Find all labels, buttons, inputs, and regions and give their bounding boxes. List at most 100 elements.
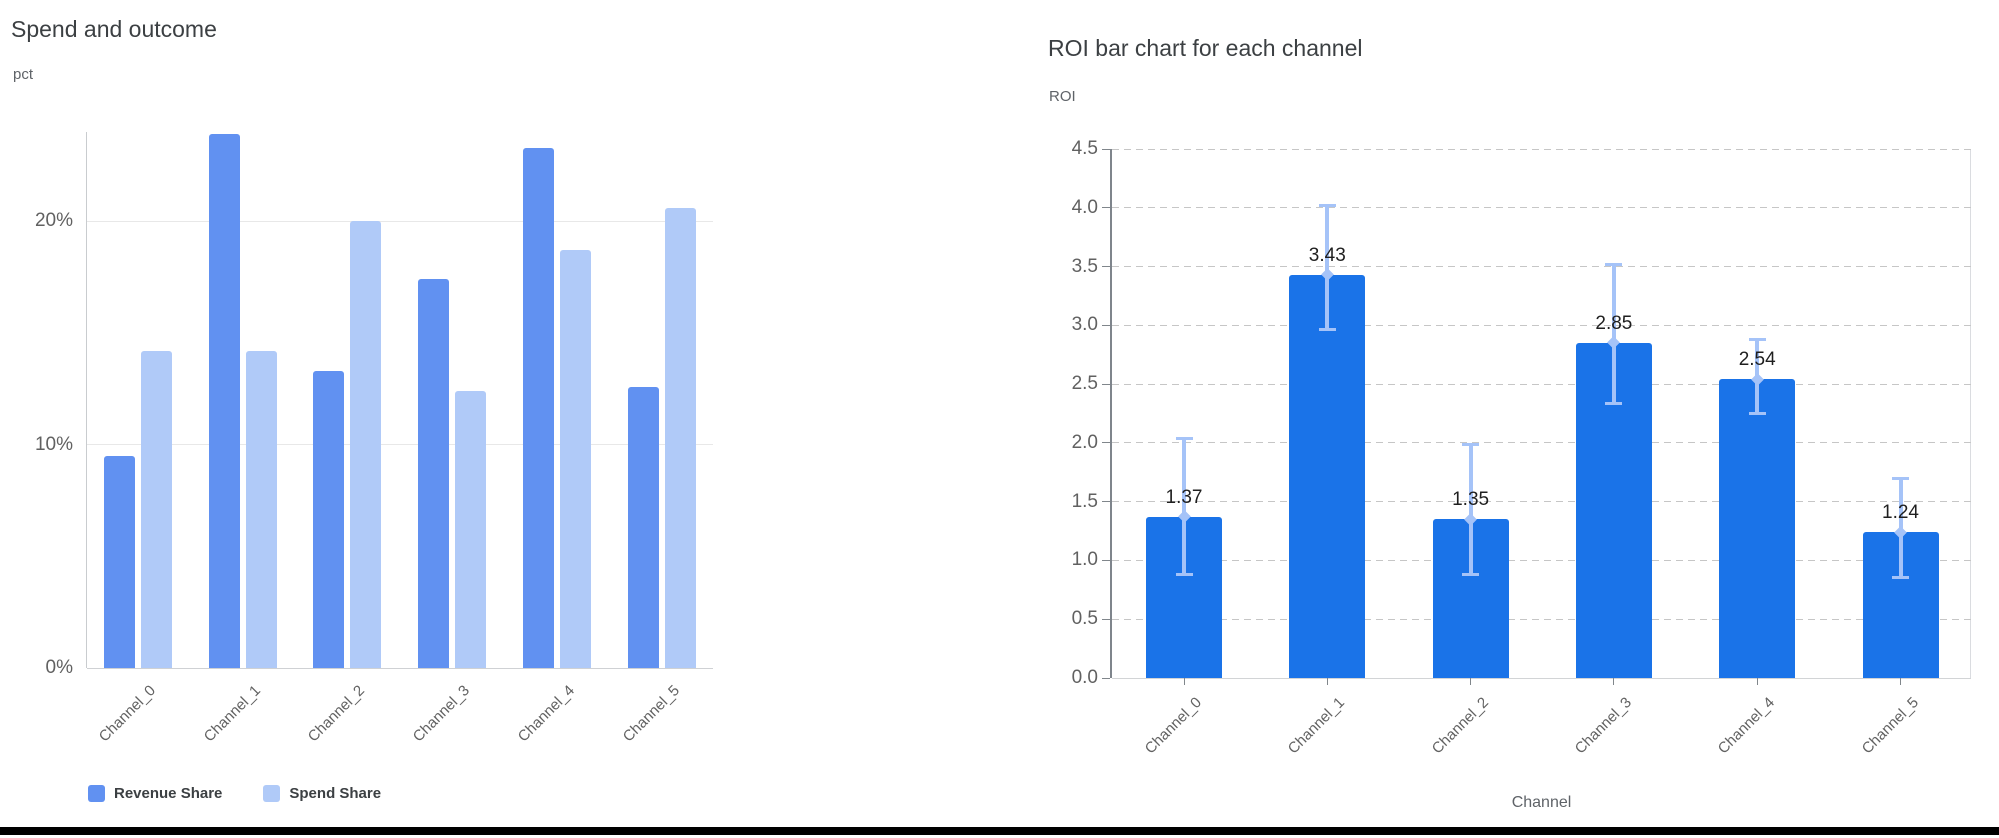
gridline-2-5 (1112, 383, 1971, 385)
gridline-3-5 (1112, 266, 1971, 268)
bar-revenue-share-channel-3[interactable] (418, 279, 450, 668)
y-tick-mark-2-5 (1102, 383, 1110, 385)
bar-value-label-channel-3: 2.85 (1595, 312, 1633, 334)
y-tick-label-4-5: 4.5 (1071, 138, 1098, 159)
bar-spend-share-channel-5[interactable] (664, 207, 696, 668)
bar-spend-share-channel-3[interactable] (455, 391, 487, 668)
y-tick-label-1-0: 1.0 (1071, 549, 1098, 571)
bar-value-label-channel-0: 1.37 (1165, 486, 1203, 508)
right-y-axis-unit-label: ROI (1049, 88, 1076, 105)
error-bar-stem-channel-1 (1325, 205, 1330, 331)
x-tick-label-channel-0: Channel_0 (1141, 694, 1206, 758)
gridline-0- (87, 667, 713, 669)
y-tick-label-0-: 0% (45, 657, 73, 678)
left-chart-title: Spend and outcome (11, 16, 217, 42)
legend-label-revenue-share: Revenue Share (114, 785, 223, 802)
x-tick-label-channel-2: Channel_2 (1428, 694, 1492, 758)
bar-spend-share-channel-0[interactable] (141, 350, 172, 668)
error-bar-cap-top-channel-0 (1175, 437, 1193, 441)
bar-revenue-share-channel-0[interactable] (104, 455, 135, 668)
error-bar-cap-bottom-channel-1 (1318, 328, 1336, 332)
x-tick-label-channel-0: Channel_0 (95, 682, 160, 746)
bar-spend-share-channel-2[interactable] (350, 221, 382, 668)
gridline-20- (87, 220, 713, 222)
roi-bar-channel-1[interactable] (1289, 274, 1366, 678)
plot-border-right (1970, 149, 1971, 678)
error-bar-cap-top-channel-5 (1892, 477, 1909, 481)
gridline-2-0 (1112, 442, 1971, 444)
error-bar-cap-top-channel-4 (1748, 338, 1766, 342)
y-tick-label-3-0: 3.0 (1071, 314, 1098, 336)
y-tick-mark-1-5 (1102, 501, 1110, 503)
bar-value-label-channel-4: 2.54 (1738, 349, 1776, 371)
bar-value-label-channel-1: 3.43 (1308, 244, 1346, 266)
roi-bar-channel-4[interactable] (1719, 379, 1796, 678)
error-bar-cap-top-channel-1 (1318, 204, 1336, 208)
gridline-10- (87, 444, 713, 446)
right-chart-plot-area: 0.0 0.5 1.0 1.5 2.0 2.5 3.0 3.5 4.0 4.5 1.37 Channe… (1072, 138, 1971, 757)
y-tick-label-0-0: 0.0 (1071, 667, 1098, 688)
left-y-axis-unit-label: pct (13, 66, 34, 83)
bottom-border-bar (0, 827, 1999, 835)
error-bar-stem-channel-3 (1611, 264, 1616, 405)
x-tick-mark-channel-0 (1183, 678, 1185, 685)
baseline (1112, 677, 1971, 679)
bar-revenue-share-channel-2[interactable] (313, 370, 345, 668)
bar-spend-share-channel-1[interactable] (245, 350, 277, 668)
x-tick-label-channel-3: Channel_3 (409, 682, 474, 746)
y-tick-mark-4-0 (1102, 207, 1110, 209)
error-bar-stem-channel-2 (1468, 444, 1473, 575)
bar-value-label-channel-5: 1.24 (1882, 502, 1919, 524)
bar-spend-share-channel-4[interactable] (559, 250, 591, 668)
gridline-4-0 (1112, 207, 1971, 209)
y-tick-label-10-: 10% (34, 433, 73, 455)
y-tick-label-4-0: 4.0 (1071, 196, 1098, 218)
error-bar-cap-bottom-channel-2 (1462, 572, 1480, 576)
y-tick-label-0-5: 0.5 (1071, 608, 1098, 630)
y-tick-label-2-5: 2.5 (1071, 373, 1098, 395)
gridline-3-0 (1112, 324, 1971, 326)
x-tick-mark-channel-3 (1613, 678, 1615, 685)
x-tick-label-channel-4: Channel_4 (1714, 694, 1779, 758)
bar-revenue-share-channel-4[interactable] (522, 147, 554, 668)
right-chart-title: ROI bar chart for each channel (1048, 35, 1363, 61)
x-tick-mark-channel-2 (1470, 678, 1472, 685)
y-tick-mark-2-0 (1102, 442, 1110, 444)
x-tick-mark-channel-1 (1326, 678, 1328, 685)
left-y-axis-line (86, 132, 87, 668)
bar-revenue-share-channel-1[interactable] (208, 134, 240, 668)
x-tick-label-channel-4: Channel_4 (514, 682, 578, 746)
y-tick-mark-0-0 (1102, 677, 1110, 679)
x-tick-label-channel-1: Channel_1 (200, 682, 264, 746)
y-tick-label-20-: 20% (34, 210, 73, 232)
y-tick-mark-0-5 (1102, 618, 1110, 620)
x-tick-mark-channel-5 (1900, 678, 1901, 685)
bar-revenue-share-channel-5[interactable] (627, 386, 659, 668)
error-bar-cap-bottom-channel-5 (1892, 576, 1909, 580)
y-tick-mark-3-5 (1102, 266, 1110, 268)
y-tick-mark-4-5 (1102, 148, 1110, 150)
legend-item-spend-share[interactable]: Spend Share (263, 785, 381, 802)
y-tick-mark-3-0 (1102, 324, 1110, 326)
error-bar-cap-top-channel-3 (1605, 263, 1623, 267)
left-chart-plot-area: 0% 10% 20% Channel_0 Channel_1 Channel_2 Chann… (35, 132, 713, 745)
legend-label-spend-share: Spend Share (289, 785, 382, 802)
legend-swatch-revenue-share (88, 785, 105, 802)
x-tick-label-channel-3: Channel_3 (1571, 694, 1635, 758)
left-chart-legend: Revenue Share Spend Share (88, 785, 381, 802)
gridline-1-5 (1112, 501, 1971, 503)
x-tick-label-channel-1: Channel_1 (1284, 694, 1349, 758)
y-tick-label-1-5: 1.5 (1071, 490, 1098, 512)
gridline-1-0 (1112, 559, 1971, 561)
gridline-0-5 (1112, 618, 1971, 620)
x-tick-label-channel-2: Channel_2 (305, 682, 369, 746)
legend-swatch-spend-share (263, 785, 281, 802)
x-tick-label-channel-5: Channel_5 (619, 682, 683, 746)
legend-item-revenue-share[interactable]: Revenue Share (88, 785, 222, 802)
right-x-axis-title: Channel (1511, 794, 1572, 811)
bar-value-label-channel-2: 1.35 (1452, 489, 1490, 511)
error-bar-cap-bottom-channel-0 (1175, 572, 1193, 576)
error-bar-cap-bottom-channel-3 (1605, 402, 1623, 406)
x-tick-label-channel-5: Channel_5 (1858, 694, 1922, 758)
